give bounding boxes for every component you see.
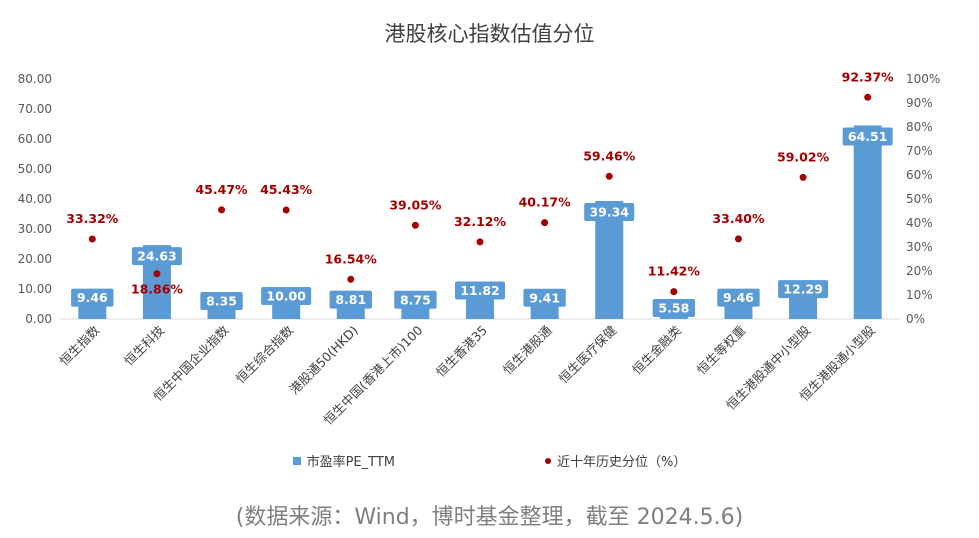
legend-item-percentile: 近十年历史分位（%） <box>545 451 686 470</box>
y-left-tick-label: 50.00 <box>18 162 52 176</box>
x-category-label: 恒生科技 <box>121 322 167 368</box>
bar-label-box <box>71 288 114 307</box>
percentile-label: 39.05% <box>389 197 442 212</box>
y-left-tick-label: 10.00 <box>18 282 52 296</box>
y-right-tick-label: 90% <box>906 96 933 110</box>
bar-label-box <box>584 202 635 221</box>
legend-dot-swatch <box>545 457 552 464</box>
percentile-label: 11.42% <box>648 264 701 279</box>
percentile-label: 32.12% <box>454 214 507 229</box>
y-right-tick-label: 70% <box>906 144 933 158</box>
percentile-point <box>670 288 678 296</box>
percentile-point <box>218 206 226 214</box>
y-left-tick-label: 0.00 <box>25 312 52 326</box>
bar-value-label: 12.29 <box>783 282 823 297</box>
percentile-label: 59.02% <box>777 149 830 164</box>
bar-label-box <box>717 288 760 307</box>
percentile-label: 45.43% <box>260 182 313 197</box>
y-right-tick-label: 50% <box>906 192 933 206</box>
y-left-tick-label: 70.00 <box>18 102 52 116</box>
bar-value-label: 8.35 <box>206 293 237 308</box>
bar-label-box <box>455 281 505 300</box>
percentile-label: 92.37% <box>842 69 895 84</box>
percentile-label: 16.54% <box>325 251 378 266</box>
x-category-label: 恒生医疗保健 <box>556 322 620 386</box>
x-category-label: 港股通50(HKD) <box>286 323 361 398</box>
bar-value-label: 10.00 <box>266 289 306 304</box>
legend-bar-swatch <box>292 456 301 465</box>
percentile-point <box>799 173 807 181</box>
percentile-point <box>411 221 419 229</box>
percentile-label: 40.17% <box>519 195 572 210</box>
percentile-point <box>541 219 549 227</box>
bar <box>853 125 882 319</box>
bar-label-box <box>131 247 182 266</box>
bar-label-box <box>842 127 893 146</box>
bar-label-box <box>394 290 437 309</box>
y-right-tick-label: 40% <box>906 216 933 230</box>
source-note: (数据来源：Wind，博时基金整理，截至 2024.5.6) <box>235 505 744 530</box>
y-left-tick-label: 30.00 <box>18 222 52 236</box>
percentile-point <box>476 238 484 246</box>
percentile-point <box>88 235 96 243</box>
x-category-label: 恒生指数 <box>56 322 102 368</box>
bar-label-box <box>778 280 829 299</box>
chart-title: 港股核心指数估值分位 <box>384 22 595 46</box>
legend-label-percentile: 近十年历史分位（%） <box>557 455 687 470</box>
percentile-label: 59.46% <box>583 148 636 163</box>
percentile-point <box>282 206 290 214</box>
x-category-label: 恒生等权重 <box>694 323 749 378</box>
bar-label-box <box>261 287 312 305</box>
bar-value-label: 64.51 <box>848 129 888 144</box>
y-left-tick-label: 20.00 <box>18 252 52 266</box>
percentile-label: 45.47% <box>195 182 248 197</box>
percentile-point <box>605 172 613 180</box>
x-category-label: 恒生港股通 <box>500 322 555 377</box>
bar-value-label: 24.63 <box>137 249 177 264</box>
y-right-tick-label: 20% <box>906 264 933 278</box>
y-right-tick-label: 0% <box>906 312 925 326</box>
bar-label-box <box>200 291 243 310</box>
percentile-label: 33.32% <box>66 211 119 226</box>
percentile-point <box>864 93 872 101</box>
legend: 市盈率PE_TTM 近十年历史分位（%） <box>0 451 979 470</box>
y-left-tick-label: 60.00 <box>18 132 52 146</box>
percentile-label: 18.86% <box>131 282 184 297</box>
bar-value-label: 9.41 <box>529 290 560 305</box>
legend-label-pe: 市盈率PE_TTM <box>306 455 396 470</box>
bar-label-box <box>523 288 566 307</box>
bar-value-label: 9.46 <box>723 290 754 305</box>
percentile-point <box>347 275 355 283</box>
bar-value-label: 8.81 <box>335 292 366 307</box>
bar-label-box <box>652 299 696 317</box>
bar-value-label: 9.46 <box>77 290 108 305</box>
percentile-label: 33.40% <box>712 211 765 226</box>
y-left-tick-label: 80.00 <box>18 72 52 86</box>
bar-value-label: 39.34 <box>589 204 629 219</box>
y-left-tick-label: 40.00 <box>18 192 52 206</box>
bar-value-label: 11.82 <box>460 283 500 298</box>
y-right-tick-label: 80% <box>906 120 933 134</box>
y-right-tick-label: 30% <box>906 240 933 254</box>
y-right-tick-label: 60% <box>906 168 933 182</box>
percentile-point <box>153 270 161 278</box>
bar-value-label: 8.75 <box>400 292 431 307</box>
x-category-label: 恒生金融类 <box>629 322 684 377</box>
percentile-point <box>734 235 742 243</box>
bar-value-label: 5.58 <box>658 301 689 316</box>
bar-label-box <box>329 290 372 309</box>
legend-item-pe: 市盈率PE_TTM <box>292 451 396 470</box>
y-right-tick-label: 100% <box>906 72 940 86</box>
y-right-tick-label: 10% <box>906 288 933 302</box>
x-category-label: 恒生香港35 <box>433 323 490 380</box>
x-category-label: 恒生综合指数 <box>233 322 297 386</box>
